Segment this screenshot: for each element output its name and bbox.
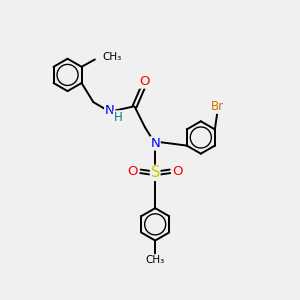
Text: CH₃: CH₃	[146, 255, 165, 265]
Text: O: O	[172, 165, 183, 178]
Text: O: O	[139, 75, 149, 88]
Text: N: N	[105, 104, 114, 118]
Text: Br: Br	[211, 100, 224, 113]
Text: N: N	[150, 137, 160, 150]
Text: S: S	[151, 165, 160, 180]
Text: H: H	[113, 111, 122, 124]
Text: CH₃: CH₃	[102, 52, 122, 61]
Text: O: O	[127, 165, 138, 178]
